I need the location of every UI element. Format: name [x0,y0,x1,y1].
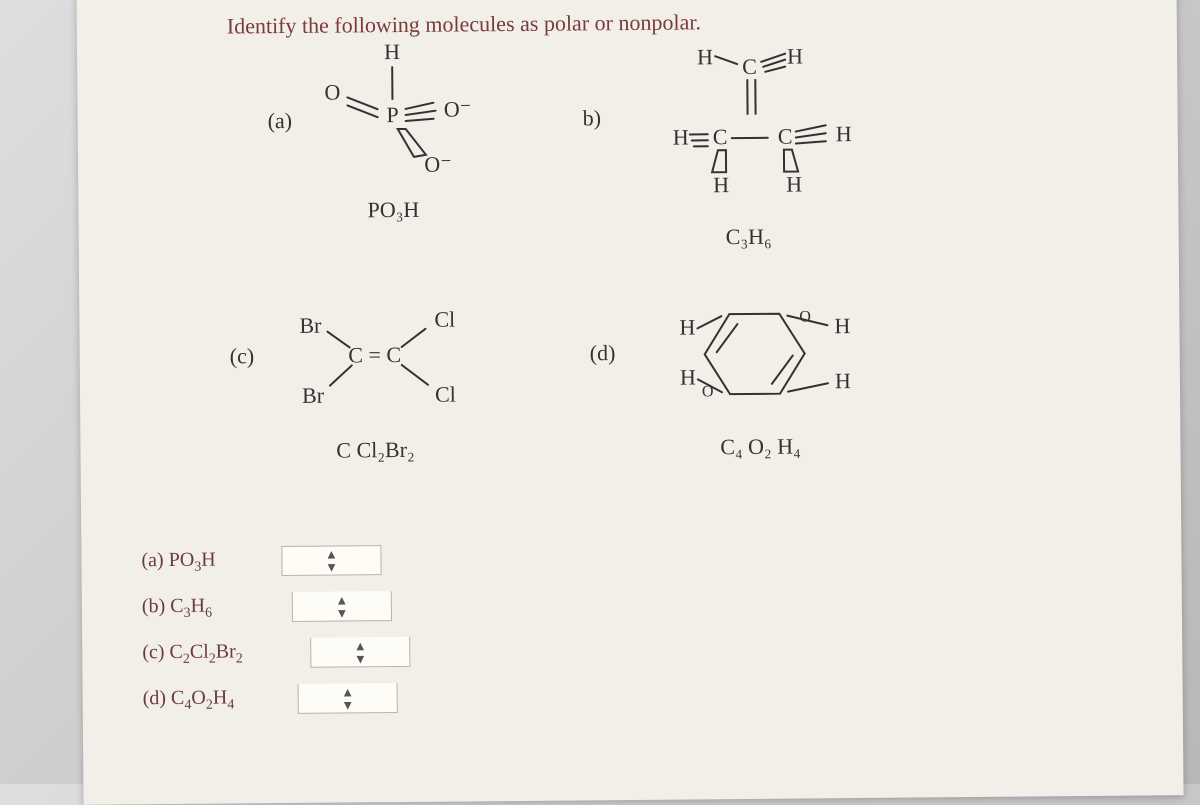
b-h5: H [713,172,729,197]
answer-select-d[interactable]: ▲▼ [298,683,398,714]
b-h4: H [836,121,852,146]
answer-label-a: (a) PO3H [141,548,281,576]
chevron-updown-icon: ▲▼ [354,639,367,665]
table-row: (a) PO3H ▲▼ [141,537,409,585]
part-label-b: b) [583,105,602,130]
b-h3: H [673,124,689,149]
d-h3: H [680,364,696,389]
d-o1: O [799,308,811,325]
a-p-center: P [386,102,398,127]
a-o-right: O⁻ [444,96,472,121]
chevron-updown-icon: ▲▼ [325,548,338,574]
b-h2: H [787,43,803,68]
answer-label-c: (c) C2Cl2Br2 [142,640,282,668]
b-formula: C₃H₆ [726,224,772,249]
table-row: (b) C3H6 ▲▼ [142,583,410,631]
part-label-a: (a) [268,108,293,133]
b-h6: H [786,171,802,196]
c-br-bot: Br [302,383,325,408]
c-br-top: Br [299,313,322,338]
structure-c: (c) Br C = C Br Cl Cl C Cl₂Br₂ [229,307,456,464]
a-o-left: O [324,80,340,105]
a-o-downright: O⁻ [424,152,452,177]
b-c1: C [742,54,757,79]
answer-table: (a) PO3H ▲▼ (b) C3H6 ▲▼ (c) C2Cl2Br2 ▲▼ … [141,537,411,723]
table-row: (d) C4O2H4 ▲▼ [142,675,410,723]
answer-label-d: (d) C4O2H4 [143,686,283,714]
d-h2: H [834,313,850,338]
chevron-updown-icon: ▲▼ [341,685,354,711]
part-label-d: (d) [590,340,616,365]
answer-select-c[interactable]: ▲▼ [310,637,410,668]
structures-canvas: .h { font-family: 'Comic Sans MS','Segoe… [137,31,1041,499]
structure-a: (a) H P O⁻ O⁻ O PO₃H [267,38,472,223]
a-h-top: H [384,39,400,64]
part-label-c: (c) [230,343,255,368]
d-h4: H [835,368,851,393]
a-formula: PO₃H [367,197,419,222]
table-row: (c) C2Cl2Br2 ▲▼ [142,629,410,677]
answer-select-a[interactable]: ▲▼ [281,545,381,576]
c-cl-top: Cl [434,307,455,332]
c-cl-bot: Cl [435,382,456,407]
d-formula: C₄ O₂ H₄ [720,434,801,460]
structure-d: (d) O O H H H H C₄ O₂ H₄ [589,308,851,460]
b-h1: H [697,44,713,69]
chevron-updown-icon: ▲▼ [335,593,348,619]
answer-label-b: (b) C3H6 [142,594,282,622]
b-c2: C [713,124,728,149]
d-h1: H [679,314,695,339]
structure-b: b) H C H H C C [582,43,853,250]
answer-select-b[interactable]: ▲▼ [292,591,392,622]
c-formula: C Cl₂Br₂ [336,437,415,463]
b-c3: C [778,124,793,149]
c-center: C = C [348,342,401,367]
